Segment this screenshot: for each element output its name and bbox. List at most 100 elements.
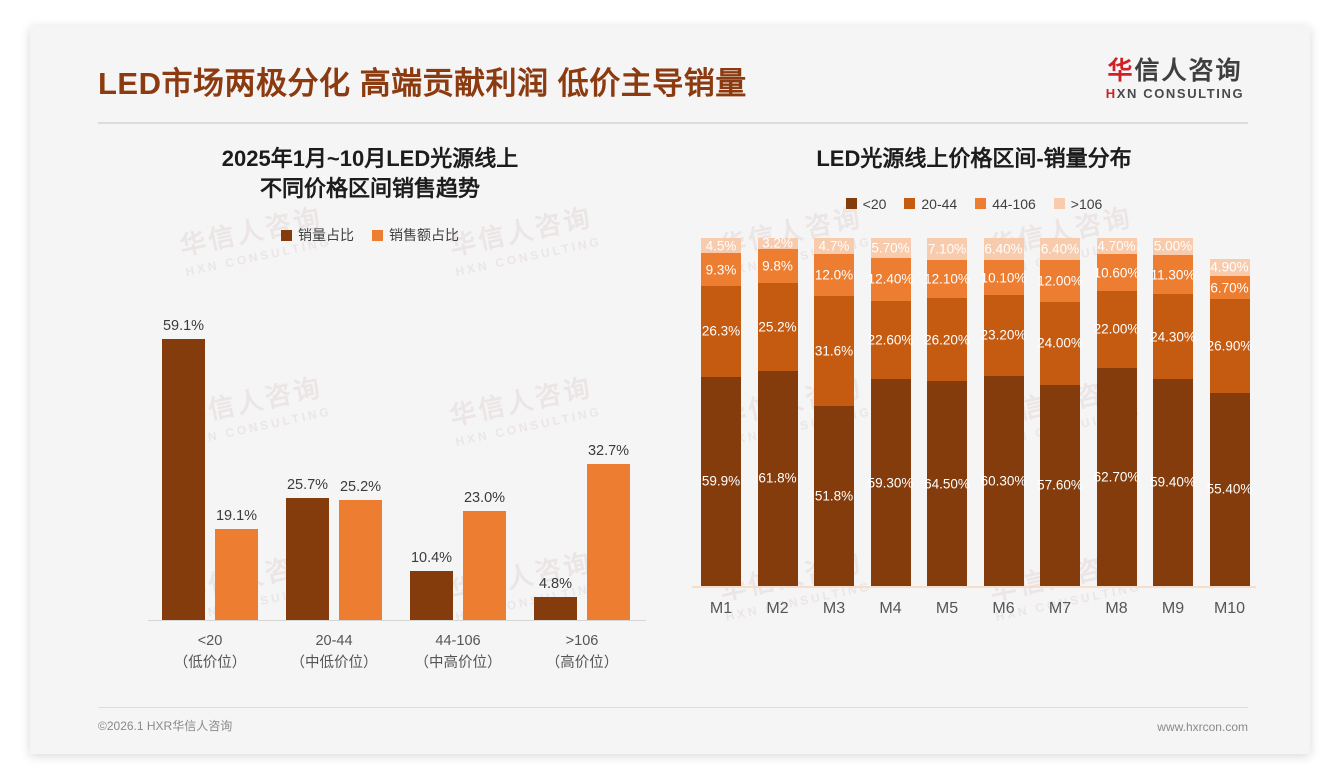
segment-value-label: 6.40% [1040, 241, 1080, 257]
left-chart-bar-group: 59.1% 19.1% [148, 264, 272, 621]
footer-copyright: ©2026.1 HXR华信人咨询 [98, 719, 233, 733]
left-chart-legend: 销量占比 销售额占比 [70, 225, 670, 245]
bar-value-label: 25.2% [339, 479, 382, 496]
stacked-segment: 64.50% [924, 381, 970, 586]
stacked-segment: 4.90% [1209, 258, 1250, 276]
left-chart-title-line1: 2025年1月~10月LED光源线上 [221, 146, 519, 171]
right-chart-stacked-bar[interactable]: 4.5% 9.3% 26.3% 59.9% [694, 237, 748, 586]
segment-value-label: 4.7% [818, 238, 850, 254]
legend-label: 销量占比 [298, 227, 354, 244]
stacked-segment: 5.00% [1153, 237, 1193, 256]
left-chart-bar[interactable]: 19.1% [215, 508, 258, 621]
segment-value-label: 24.00% [1037, 335, 1083, 351]
stacked-segment: 6.40% [1040, 237, 1080, 260]
left-chart-bar[interactable]: 25.7% [286, 477, 329, 621]
stacked-segment: 4.70% [1096, 237, 1137, 255]
stacked-segment: 22.60% [867, 300, 914, 380]
left-chart-x-axis [148, 620, 646, 622]
left-chart-bar[interactable]: 32.7% [587, 443, 630, 621]
right-chart-stacked-bar[interactable]: 5.00% 11.30% 24.30% 59.40% [1146, 237, 1200, 586]
segment-value-label: 55.40% [1206, 481, 1253, 497]
footer-divider [98, 707, 1248, 708]
segment-value-label: 59.30% [867, 475, 914, 490]
left-legend-item[interactable]: 销售额占比 [372, 225, 459, 245]
left-legend-item[interactable]: 销量占比 [281, 225, 354, 245]
segment-value-label: 10.60% [1093, 265, 1140, 281]
legend-label: <20 [862, 195, 887, 212]
stacked-segment: 6.40% [983, 237, 1024, 260]
category-sublabel: （中低价位） [290, 655, 378, 672]
stacked-segment: 59.9% [701, 377, 741, 586]
right-chart-x-axis [692, 585, 1256, 588]
stacked-segment: 11.30% [1150, 255, 1196, 295]
right-chart-stacked-bar[interactable]: 7.10% 12.10% 26.20% 64.50% [920, 237, 974, 586]
legend-label: 销售额占比 [389, 227, 459, 244]
right-chart-stacked-bar[interactable]: 4.70% 10.60% 22.00% 62.70% [1090, 237, 1144, 586]
left-chart-bar[interactable]: 10.4% [410, 550, 453, 621]
legend-label: 20-44 [921, 195, 958, 212]
legend-swatch-icon [845, 198, 857, 210]
left-chart-bars: 25.7% 25.2% [272, 264, 396, 621]
segment-value-label: 9.8% [762, 258, 793, 274]
left-chart-bar[interactable]: 4.8% [534, 576, 577, 621]
stacked-segment: 9.3% [701, 253, 741, 286]
right-chart-stacked-bar[interactable]: 3.2% 9.8% 25.2% 61.8% [751, 235, 805, 586]
right-chart-category-label: M3 [822, 599, 846, 617]
bar-value-label: 59.1% [162, 317, 205, 334]
stacked-segment: 26.90% [1207, 299, 1252, 393]
stacked-segment: 51.8% [814, 405, 854, 586]
right-chart-stacked-bar[interactable]: 4.7% 12.0% 31.6% 51.8% [807, 237, 861, 586]
legend-swatch-icon [904, 198, 916, 210]
stacked-segment: 25.2% [757, 282, 798, 371]
bar-value-label: 23.0% [463, 489, 506, 506]
stacked-segment: 4.5% [701, 237, 741, 254]
bar-rect [162, 338, 205, 621]
right-chart-stacked-bar[interactable]: 6.40% 10.10% 23.20% 60.30% [977, 237, 1031, 586]
stacked-segment: 24.00% [1037, 301, 1083, 386]
segment-value-label: 5.00% [1153, 238, 1193, 254]
right-chart-category-label: M6 [992, 599, 1015, 617]
segment-value-label: 3.2% [762, 235, 793, 251]
bar-rect [410, 570, 453, 621]
segment-value-label: 12.00% [1037, 273, 1083, 289]
header-divider [98, 122, 1248, 124]
segment-value-label: 7.10% [927, 241, 967, 257]
left-chart-bar[interactable]: 25.2% [339, 479, 382, 621]
slide-canvas: LED市场两极分化 高端贡献利润 低价主导销量 华信人咨询 HXN CONSUL… [30, 26, 1310, 754]
legend-swatch-icon [372, 229, 383, 241]
category-sublabel: （高价位） [545, 655, 619, 672]
stacked-segment: 62.70% [1094, 367, 1139, 586]
left-chart-category-label: >106 （高价位） [520, 631, 644, 675]
stacked-segment: 10.60% [1093, 254, 1140, 291]
right-legend-item[interactable]: 20-44 [904, 196, 957, 212]
bar-value-label: 32.7% [587, 443, 630, 460]
segment-value-label: 26.20% [924, 332, 970, 348]
legend-label: >106 [1070, 195, 1103, 212]
left-chart-bar[interactable]: 59.1% [162, 318, 205, 621]
segment-value-label: 60.30% [980, 473, 1027, 489]
right-legend-item[interactable]: >106 [1053, 195, 1103, 212]
right-legend-item[interactable]: 44-106 [975, 196, 1036, 212]
segment-value-label: 5.70% [871, 240, 910, 256]
left-chart-title-line2: 不同价格区间销售趋势 [259, 175, 480, 201]
stacked-segment: 12.40% [868, 257, 913, 301]
right-legend-item[interactable]: <20 [845, 195, 887, 212]
left-chart-category-label: 44-106 （中高价位） [396, 631, 520, 675]
logo-en-first-char: H [1105, 86, 1117, 102]
right-chart-category-label: M8 [1105, 599, 1128, 617]
right-chart-stacked-bar[interactable]: 6.40% 12.00% 24.00% 57.60% [1033, 237, 1087, 586]
segment-value-label: 11.30% [1150, 267, 1196, 283]
right-chart-stacked-bar[interactable]: 4.90% 6.70% 26.90% 55.40% [1203, 238, 1257, 586]
stacked-segment: 12.10% [924, 260, 970, 299]
segment-value-label: 64.50% [924, 476, 970, 492]
segment-value-label: 10.10% [980, 270, 1027, 286]
left-chart-bar[interactable]: 23.0% [463, 490, 506, 621]
segment-value-label: 57.60% [1037, 477, 1083, 493]
right-chart-stacked-bar[interactable]: 5.70% 12.40% 22.60% 59.30% [864, 237, 918, 586]
legend-swatch-icon [281, 229, 292, 241]
category-name: 44-106 [435, 633, 481, 650]
stacked-segment: 55.40% [1206, 392, 1253, 586]
segment-value-label: 22.60% [867, 332, 914, 348]
stacked-segment: 3.2% [757, 235, 798, 251]
bar-value-label: 25.7% [286, 476, 329, 493]
